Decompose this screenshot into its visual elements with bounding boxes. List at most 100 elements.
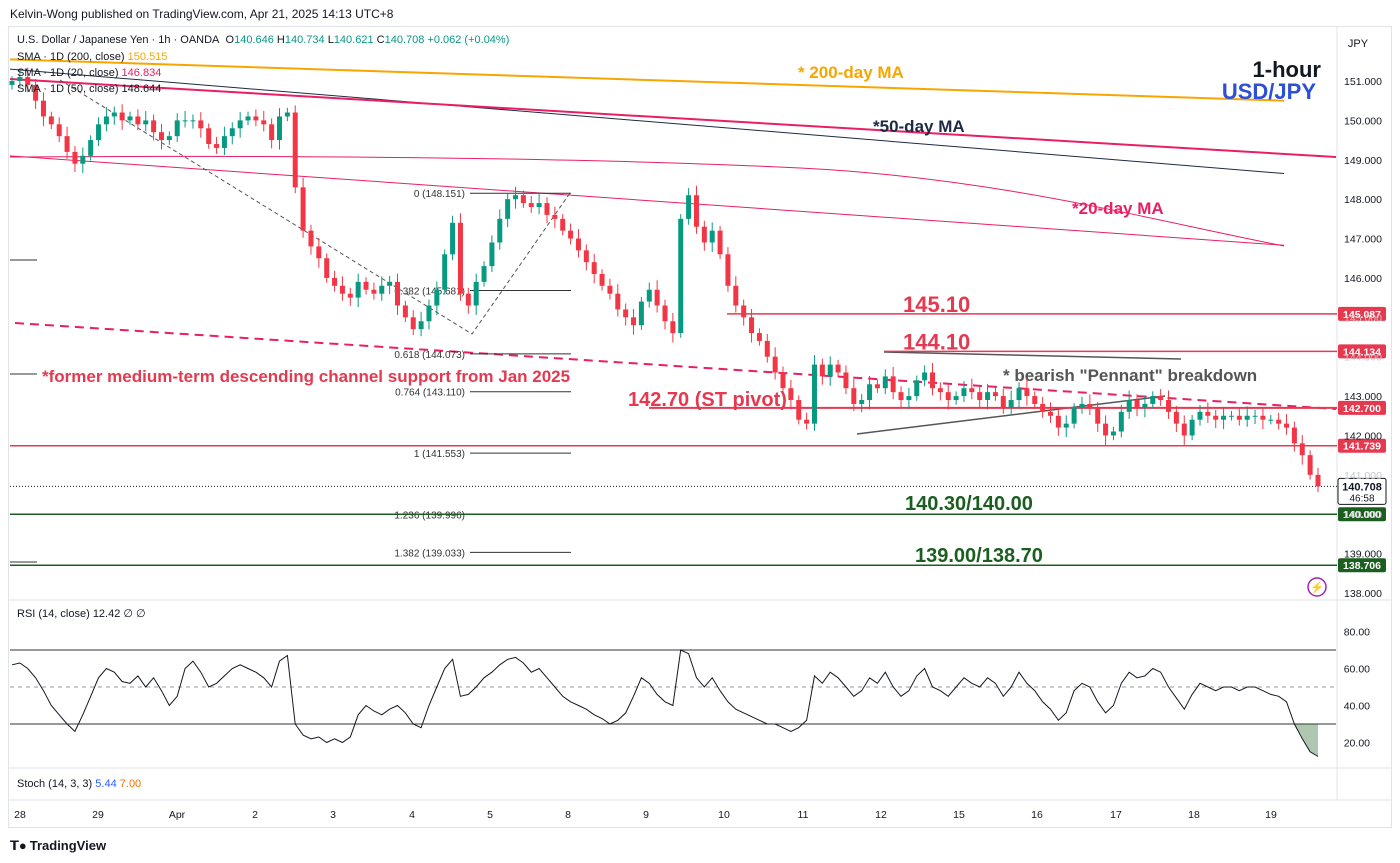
candle-106 [843, 365, 849, 395]
stoch-legend[interactable]: Stoch (14, 3, 3) 5.44 7.00 [17, 778, 141, 790]
level-label-4: 140.30/140.00 [905, 493, 1033, 515]
fib-level-label-5: 1.236 (139.996) [394, 510, 465, 521]
candle-body-15 [127, 116, 133, 121]
candle-29 [237, 112, 243, 138]
footer-brand[interactable]: 𝗧● TradingView [10, 838, 106, 854]
level-tag-bg-5 [1338, 558, 1386, 573]
candle-20 [166, 131, 172, 145]
candle-93 [741, 299, 747, 326]
candle-body-59 [473, 281, 479, 306]
axis-layer: 145.087 144.134 142.700 141.739 140.000 138.7… [14, 38, 1387, 821]
time-tick-13: 16 [1031, 809, 1043, 821]
candle-body-144 [1142, 403, 1148, 408]
candle-165 [1307, 450, 1313, 480]
candle-132 [1048, 402, 1054, 423]
candle-body-73 [583, 250, 589, 263]
candle-body-104 [827, 364, 833, 377]
close-label: C [376, 34, 385, 46]
candle-body-130 [1032, 396, 1038, 404]
level-label-1: 144.10 [903, 329, 970, 354]
candle-156 [1236, 408, 1242, 426]
candle-body-34 [276, 116, 282, 141]
current-price-countdown: 46:58 [1349, 493, 1374, 504]
level-tag-bg-4 [1338, 507, 1386, 522]
candle-body-85 [678, 218, 684, 334]
candle-66 [528, 196, 534, 213]
candle-body-19 [158, 132, 164, 141]
candle-118 [937, 382, 943, 401]
publisher-line: Kelvin-Wong published on TradingView.com… [10, 7, 394, 21]
candle-body-115 [914, 380, 920, 397]
candle-body-69 [552, 214, 558, 219]
candle-body-148 [1173, 411, 1179, 424]
sma20-legend[interactable]: SMA · 1D (20, close) 146.834 [17, 67, 161, 79]
candle-body-40 [324, 258, 330, 278]
candle-body-150 [1189, 419, 1195, 436]
sma200-legend[interactable]: SMA · 1D (200, close) 150.515 [17, 51, 167, 63]
candle-151 [1197, 404, 1203, 426]
candle-body-139 [1103, 423, 1109, 436]
candle-160 [1268, 414, 1274, 425]
candle-body-90 [717, 230, 723, 255]
currency-label[interactable]: JPY [1348, 38, 1369, 50]
candle-body-111 [882, 376, 888, 389]
candle-88 [701, 220, 707, 251]
level-price-tag-1: 144.134 [1338, 344, 1386, 359]
candle-body-92 [733, 285, 739, 306]
candles-layer [9, 67, 1321, 493]
candle-body-38 [308, 230, 314, 247]
sma200-value: 150.515 [127, 51, 168, 63]
candle-158 [1252, 409, 1258, 425]
level-label-0: 145.10 [903, 292, 970, 317]
candle-body-87 [693, 195, 699, 227]
candle-body-152 [1205, 411, 1211, 416]
candle-body-103 [819, 364, 825, 377]
candle-97 [772, 347, 778, 380]
price-tick-12: 139.000 [1344, 549, 1382, 561]
candle-89 [709, 222, 715, 252]
candle-9 [80, 147, 86, 174]
stoch-d-value: 7.00 [119, 778, 142, 790]
candle-38 [308, 224, 314, 255]
ma-line-0 [9, 58, 1285, 102]
open-value: 140.646 [234, 34, 274, 46]
rsi-legend[interactable]: RSI (14, close) 12.42 ∅ ∅ [17, 607, 146, 620]
level-tag-bg-1 [1338, 344, 1386, 359]
price-tick-11: 140.000 [1344, 509, 1382, 521]
candle-137 [1087, 394, 1093, 415]
candle-25 [206, 123, 212, 149]
candle-body-36 [292, 112, 298, 188]
candle-131 [1040, 396, 1046, 418]
rsi-label: RSI (14, close) [17, 608, 90, 620]
fib-level-label-6: 1.382 (139.033) [394, 548, 465, 559]
candle-body-70 [560, 218, 566, 231]
sma50-legend[interactable]: SMA · 1D (50, close) 148.644 [17, 83, 161, 95]
candle-body-162 [1284, 423, 1290, 428]
candle-128 [1016, 382, 1022, 409]
candle-18 [151, 114, 157, 141]
price-legend: U.S. Dollar / Japanese Yen · 1h · OANDA … [17, 34, 509, 46]
candle-103 [819, 358, 825, 385]
candle-0 [9, 76, 15, 90]
candle-body-52 [418, 321, 424, 330]
candle-86 [686, 188, 692, 225]
candle-body-74 [591, 262, 597, 274]
candle-31 [253, 109, 259, 127]
ma-line-2 [9, 155, 1285, 246]
candle-body-135 [1071, 407, 1077, 424]
candle-body-55 [442, 254, 448, 290]
candle-121 [961, 381, 967, 402]
candle-body-121 [961, 388, 967, 397]
candle-body-76 [607, 285, 613, 294]
candle-body-61 [489, 242, 495, 267]
candle-134 [1063, 415, 1069, 438]
candle-4 [40, 92, 46, 126]
candle-body-44 [355, 281, 361, 298]
candle-109 [867, 375, 873, 410]
candle-153 [1213, 409, 1219, 428]
candle-body-41 [332, 277, 338, 286]
candle-55 [442, 249, 448, 295]
time-tick-12: 15 [953, 809, 965, 821]
lightning-icon[interactable]: ⚡ [1307, 577, 1327, 597]
